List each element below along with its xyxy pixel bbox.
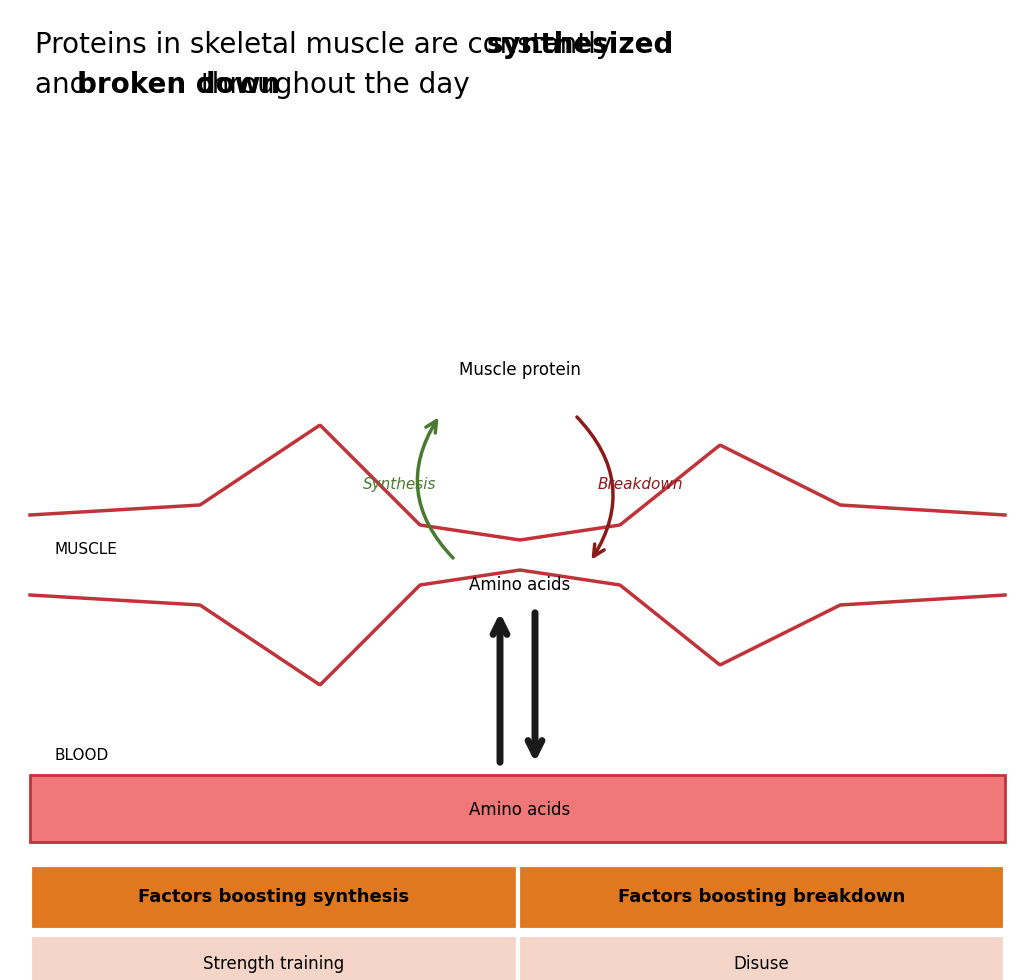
Text: Muscle protein: Muscle protein (460, 361, 581, 379)
Text: Factors boosting breakdown: Factors boosting breakdown (618, 889, 905, 906)
Text: Proteins in skeletal muscle are constantly: Proteins in skeletal muscle are constant… (35, 31, 621, 59)
Text: MUSCLE: MUSCLE (55, 543, 118, 558)
Text: Synthesis: Synthesis (363, 477, 437, 493)
Bar (30, 865, 518, 930)
Text: Amino acids: Amino acids (470, 576, 570, 594)
Text: Breakdown: Breakdown (597, 477, 683, 493)
Text: broken down: broken down (77, 71, 280, 99)
Text: Strength training: Strength training (203, 955, 345, 973)
Text: BLOOD: BLOOD (55, 748, 110, 762)
Text: synthesized: synthesized (486, 31, 674, 59)
Text: and: and (35, 71, 96, 99)
Bar (30, 935, 518, 980)
Bar (30, 775, 1005, 842)
Text: Amino acids: Amino acids (470, 801, 570, 819)
Text: Disuse: Disuse (734, 955, 789, 973)
Bar (518, 865, 1005, 930)
Text: throughout the day: throughout the day (193, 71, 470, 99)
Text: Factors boosting synthesis: Factors boosting synthesis (139, 889, 409, 906)
Bar (518, 935, 1005, 980)
